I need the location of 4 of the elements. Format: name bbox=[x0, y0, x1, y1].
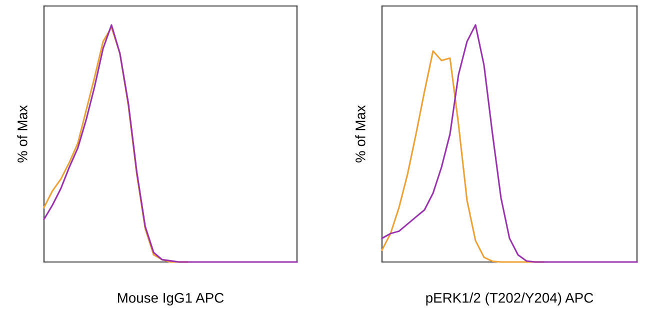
y-axis-title: % of Max bbox=[355, 105, 366, 162]
x-axis-title: pERK1/2 (T202/Y204) APC bbox=[426, 292, 594, 306]
x-axis-title: Mouse IgG1 APC bbox=[118, 292, 224, 306]
y-axis-title: % of Max bbox=[17, 105, 28, 162]
